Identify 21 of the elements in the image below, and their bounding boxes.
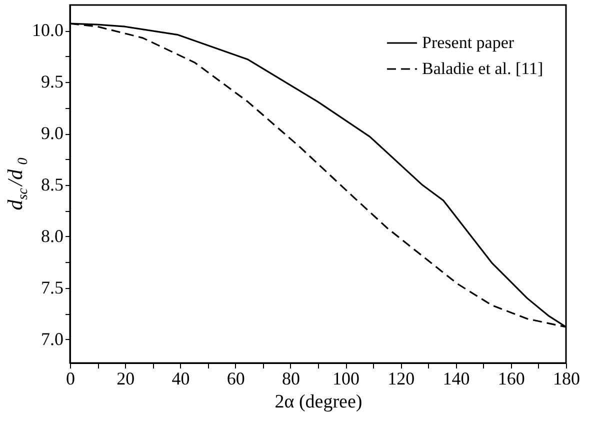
x-tick-label: 180: [553, 368, 580, 388]
y-tick-label: 8.5: [41, 174, 64, 195]
legend-label: Present paper: [422, 33, 514, 52]
x-tick-label: 80: [282, 368, 300, 388]
x-tick-label: 160: [498, 368, 525, 388]
x-tick-label: 140: [442, 368, 470, 388]
legend-label: Baladie et al. [11]: [422, 59, 544, 78]
x-tick-label: 20: [116, 368, 135, 388]
y-tick-label: 9.0: [41, 123, 64, 144]
y-tick-label: 9.5: [41, 72, 64, 92]
x-tick-label: 100: [332, 368, 360, 388]
y-axis-title: dsc/d0: [3, 158, 31, 210]
x-tick-label: 60: [226, 368, 245, 388]
y-tick-label: 10.0: [32, 20, 64, 40]
x-axis-title: 2α (degree): [274, 392, 362, 412]
x-tick-label: 0: [66, 368, 75, 388]
x-tick-label: 40: [172, 368, 190, 388]
x-tick-label: 120: [388, 368, 415, 388]
y-tick-label: 7.0: [41, 328, 64, 349]
y-tick-label: 8.0: [41, 226, 64, 246]
y-tick-label: 7.5: [41, 277, 64, 298]
